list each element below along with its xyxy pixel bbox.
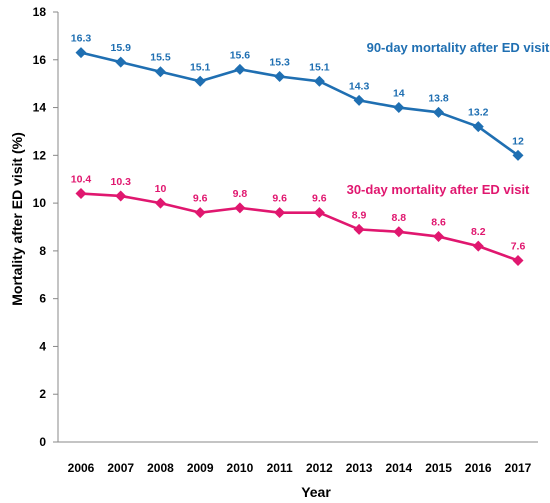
data-label: 8.2: [471, 226, 486, 238]
data-label: 15.1: [190, 61, 211, 73]
data-label: 8.6: [431, 217, 446, 229]
axes: [57, 12, 538, 443]
data-point: [512, 254, 524, 266]
series-layer: 16.3 15.9 15.5 15.1 15.6 15.3 15.1 14.3 14 13.8 13…: [71, 33, 550, 266]
data-point: [154, 197, 166, 209]
y-tick-label: 8: [39, 244, 46, 258]
data-label: 9.8: [233, 188, 248, 200]
y-axis-title: Mortality after ED visit (%): [9, 132, 25, 305]
data-label: 10: [155, 183, 167, 195]
data-point: [154, 66, 166, 78]
data-point: [194, 75, 206, 87]
data-label: 13.8: [428, 92, 449, 104]
y-tick-label: 14: [33, 101, 47, 115]
x-tick-label: 2011: [267, 461, 293, 475]
data-label: 14: [393, 88, 405, 100]
series-line: [80, 51, 519, 157]
y-tick-label: 6: [39, 292, 46, 306]
data-label: 9.6: [272, 193, 287, 205]
data-point: [234, 202, 246, 214]
x-tick-label: 2010: [227, 461, 254, 475]
data-label: 8.8: [392, 212, 407, 224]
y-tick-label: 4: [39, 339, 46, 353]
data-label: 10.4: [71, 174, 92, 186]
data-label: 15.6: [230, 49, 251, 61]
x-tick-label: 2009: [187, 461, 214, 475]
data-label: 10.3: [111, 176, 132, 188]
data-label: 15.1: [309, 61, 330, 73]
x-tick-label: 2015: [425, 461, 452, 475]
series-label: 30-day mortality after ED visit: [347, 182, 530, 197]
data-point: [115, 190, 127, 202]
data-point: [393, 102, 405, 114]
y-tick-labels: 0 2 4 6 8 10 12 14 16 18: [33, 5, 58, 449]
data-label: 9.6: [312, 193, 327, 205]
y-tick-label: 16: [33, 53, 47, 67]
data-point: [472, 240, 484, 252]
x-tick-label: 2007: [107, 461, 134, 475]
data-point: [313, 207, 325, 219]
data-label: 12: [512, 135, 524, 147]
x-tick-label: 2013: [346, 461, 373, 475]
data-label: 13.2: [468, 107, 489, 119]
data-point: [472, 121, 484, 133]
data-label: 7.6: [511, 240, 526, 252]
data-point: [274, 207, 286, 219]
y-tick-label: 0: [39, 435, 46, 449]
x-axis-title: Year: [301, 484, 331, 500]
data-point: [433, 106, 445, 118]
y-tick-label: 2: [39, 387, 46, 401]
data-point: [313, 75, 325, 87]
data-point: [353, 223, 365, 235]
data-point: [75, 188, 87, 200]
x-tick-label: 2014: [385, 461, 412, 475]
data-point: [512, 149, 524, 161]
data-label: 15.5: [150, 52, 171, 64]
data-label: 14.3: [349, 80, 370, 92]
series-label: 90-day mortality after ED visit: [367, 40, 550, 55]
data-point: [274, 71, 286, 82]
data-point: [194, 207, 206, 219]
data-point: [75, 47, 87, 59]
x-tick-labels: 2006 2007 2008 2009 2010 2011 2012 2013 2014 2015…: [68, 461, 532, 475]
y-tick-label: 18: [33, 5, 47, 19]
x-tick-label: 2008: [147, 461, 174, 475]
x-tick-label: 2016: [465, 461, 492, 475]
data-label: 9.6: [193, 193, 208, 205]
data-point: [353, 94, 365, 106]
x-tick-label: 2012: [306, 461, 333, 475]
y-tick-label: 10: [33, 196, 47, 210]
data-point: [115, 56, 127, 68]
data-point: [234, 63, 246, 75]
data-point: [433, 231, 445, 243]
y-tick-label: 12: [33, 148, 47, 162]
x-tick-label: 2006: [68, 461, 95, 475]
data-label: 15.3: [269, 57, 290, 69]
data-point: [393, 226, 405, 238]
x-tick-label: 2017: [505, 461, 532, 475]
data-label: 15.9: [111, 42, 132, 54]
data-label: 8.9: [352, 209, 367, 221]
series-1: 16.3 15.9 15.5 15.1 15.6 15.3 15.1 14.3 14 13.8 13…: [71, 33, 550, 161]
series-line: [80, 192, 519, 262]
data-label: 16.3: [71, 33, 92, 45]
series-2: 10.4 10.3 10 9.6 9.8 9.6 9.6 8.9 8.8 8.6 8.2 7.6 30-…: [71, 174, 530, 266]
